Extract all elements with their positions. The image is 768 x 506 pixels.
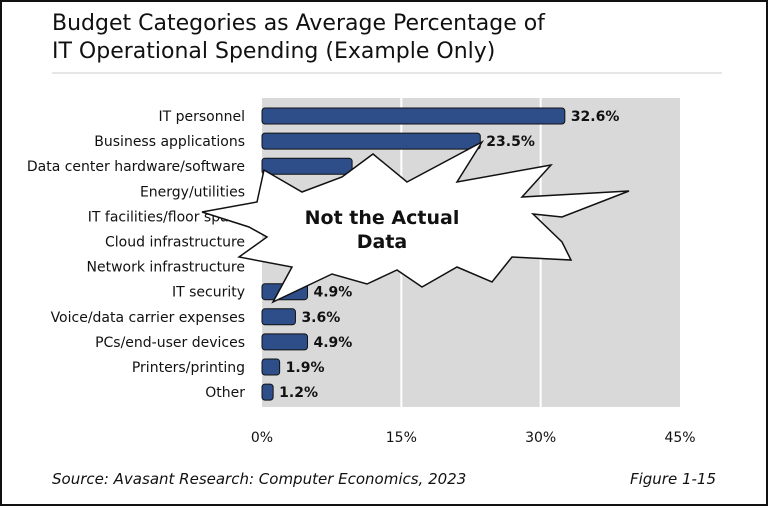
value-label: 23.5% [486,134,535,150]
category-label: IT security [172,285,245,301]
value-label: 1.2% [279,385,318,401]
annotation-text: Not the Actual [305,207,460,229]
category-label: IT personnel [159,109,246,125]
bar [261,308,296,326]
bar [261,383,274,401]
x-tick-label: 15% [386,430,417,446]
figure-number: Figure 1-15 [629,470,716,488]
starburst-shape [201,140,630,304]
x-tick-label: 45% [664,430,695,446]
category-label: Energy/utilities [140,184,245,200]
x-tick-label: 0% [251,430,273,446]
value-label: 3.6% [301,310,340,326]
category-label: Printers/printing [132,360,245,376]
chart-title: Budget Categories as Average Percentage … [52,10,545,66]
category-label: Network infrastructure [87,260,245,276]
category-label: Data center hardware/software [27,159,245,175]
bar [261,358,281,376]
category-label: Business applications [94,134,245,150]
category-label: PCs/end-user devices [95,335,245,351]
x-tick-label: 30% [525,430,556,446]
value-label: 4.9% [314,285,353,301]
annotation-text: Data [357,231,408,253]
category-label: Other [205,385,245,401]
source-note: Source: Avasant Research: Computer Econo… [52,470,467,488]
bar [261,157,353,175]
category-label: Voice/data carrier expenses [51,310,245,326]
value-label: 32.6% [571,109,620,125]
value-label: 4.9% [314,335,353,351]
title-line-1: Budget Categories as Average Percentage … [52,11,545,36]
value-label: 1.9% [286,360,325,376]
bar [261,132,481,150]
title-divider [52,72,722,74]
title-line-2: IT Operational Spending (Example Only) [52,39,496,64]
category-label: Cloud infrastructure [105,235,245,251]
bar [261,107,566,125]
bar [261,333,309,351]
